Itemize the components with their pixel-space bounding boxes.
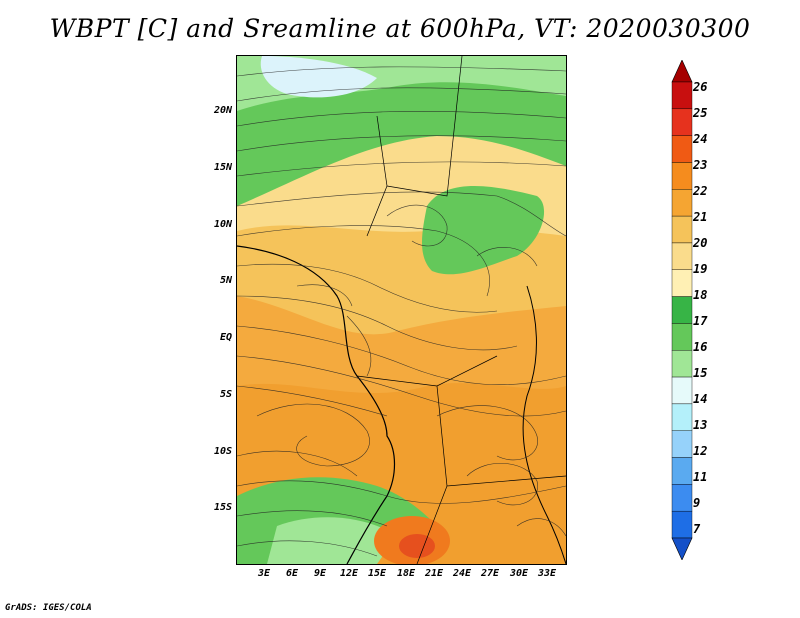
colorbar	[671, 60, 693, 560]
lat-label-10s: 10S	[213, 446, 232, 457]
map-plot	[237, 56, 566, 564]
colorbar-label-9: 9	[693, 496, 701, 510]
colorbar-segment	[671, 484, 693, 512]
lon-label-9e: 9E	[313, 568, 327, 579]
lon-label-12e: 12E	[339, 568, 359, 579]
lat-label-15s: 15S	[213, 502, 232, 513]
lat-label-15n: 15N	[213, 162, 232, 173]
colorbar-label-18: 18	[693, 288, 708, 302]
field-cool-patch	[260, 56, 377, 98]
lon-label-33e: 33E	[537, 568, 557, 579]
colorbar-segment	[671, 81, 693, 110]
border-lines	[356, 56, 566, 564]
streamlines	[237, 66, 566, 557]
colorbar-label-12: 12	[693, 444, 708, 458]
colorbar-bottom-arrow	[671, 537, 693, 560]
lon-label-3e: 3E	[257, 568, 271, 579]
lat-label-10n: 10N	[213, 219, 232, 230]
lon-label-18e: 18E	[396, 568, 416, 579]
lat-label-5s: 5S	[219, 389, 232, 400]
colorbar-segment	[671, 510, 693, 539]
lon-label-15e: 15E	[367, 568, 387, 579]
lat-label-20n: 20N	[213, 105, 232, 116]
colorbar-segment	[671, 430, 693, 458]
lon-label-30e: 30E	[509, 568, 529, 579]
page-title: WBPT [C] and Sreamline at 600hPa, VT: 20…	[49, 14, 751, 43]
colorbar-label-11: 11	[693, 470, 708, 484]
colorbar-label-14: 14	[693, 392, 708, 406]
field-light-green-south	[267, 517, 397, 564]
colorbar-label-20: 20	[693, 236, 708, 250]
map-panel	[236, 55, 567, 565]
colorbar-segment	[671, 323, 693, 351]
lat-label-5n: 5N	[219, 275, 232, 286]
colorbar-segment	[671, 350, 693, 378]
east-coast	[522, 285, 566, 564]
colorbar-label-21: 21	[693, 210, 708, 224]
colorbar-segment	[671, 296, 693, 324]
field-hot-core	[399, 534, 435, 558]
colorbar-label-17: 17	[693, 314, 708, 328]
colorbar-label-15: 15	[693, 366, 708, 380]
lon-label-27e: 27E	[480, 568, 500, 579]
colorbar-segment	[671, 376, 693, 405]
lat-label-eq: EQ	[219, 332, 232, 343]
lon-label-6e: 6E	[285, 568, 299, 579]
colorbar-label-26: 26	[693, 80, 708, 94]
field-green-north	[237, 72, 566, 206]
grads-credit: GrADS: IGES/COLA	[5, 603, 92, 613]
colorbar-top-arrow	[671, 60, 693, 83]
field-green-central	[422, 186, 545, 275]
colorbar-segment	[671, 162, 693, 190]
colorbar-label-7: 7	[693, 522, 701, 536]
colorbar-label-24: 24	[693, 132, 708, 146]
colorbar-segment	[671, 403, 693, 431]
colorbar-segment	[671, 215, 693, 244]
colorbar-label-25: 25	[693, 106, 708, 120]
colorbar-label-16: 16	[693, 340, 708, 354]
lon-label-24e: 24E	[452, 568, 472, 579]
lon-label-21e: 21E	[424, 568, 444, 579]
colorbar-segment	[671, 269, 693, 297]
colorbar-segment	[671, 189, 693, 217]
colorbar-segment	[671, 242, 693, 270]
colorbar-label-23: 23	[693, 158, 708, 172]
colorbar-segment	[671, 457, 693, 485]
colorbar-label-19: 19	[693, 262, 708, 276]
colorbar-label-13: 13	[693, 418, 708, 432]
coastline	[237, 245, 396, 564]
colorbar-segment	[671, 135, 693, 163]
colorbar-label-22: 22	[693, 184, 708, 198]
colorbar-segment	[671, 108, 693, 136]
